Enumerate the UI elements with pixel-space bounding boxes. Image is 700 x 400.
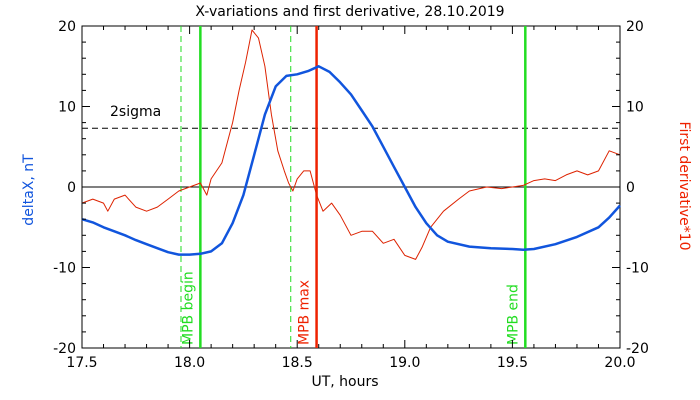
series-deltax bbox=[81, 65, 621, 256]
y-axis-label-left: deltaX, nT bbox=[21, 154, 37, 226]
horizontal-reference-lines: 2sigma bbox=[82, 104, 620, 188]
x-tick-label-1: 18.0 bbox=[174, 355, 205, 371]
y-tick-label-right-0: -20 bbox=[626, 341, 649, 357]
x-tick-label-5: 20.0 bbox=[604, 355, 635, 371]
y-tick-label-left-3: 10 bbox=[58, 100, 76, 116]
mpb-label-1: MPB begin bbox=[180, 271, 196, 345]
series-derivative bbox=[81, 29, 621, 260]
y-tick-label-left-0: -20 bbox=[53, 341, 76, 357]
y-tick-label-right-2: 0 bbox=[626, 180, 635, 196]
mpb-label-3: MPB max bbox=[297, 280, 313, 345]
x-axis-label: UT, hours bbox=[311, 374, 378, 390]
data-series bbox=[81, 29, 621, 260]
y-tick-label-left-1: -10 bbox=[53, 261, 76, 277]
y-tick-label-left-2: 0 bbox=[67, 180, 76, 196]
x-tick-label-3: 19.0 bbox=[389, 355, 420, 371]
y-tick-label-right-1: -10 bbox=[626, 261, 649, 277]
x-tick-label-0: 17.5 bbox=[66, 355, 97, 371]
mpb-marker-lines: MPB begin MPB max MPB end bbox=[180, 26, 527, 348]
chart-title: X-variations and first derivative, 28.10… bbox=[195, 4, 504, 20]
sigma-threshold-label: 2sigma bbox=[110, 104, 161, 120]
y-tick-label-left-4: 20 bbox=[58, 19, 76, 35]
mpb-label-4: MPB end bbox=[505, 284, 521, 345]
axis-ticks: 17.5 18.0 18.5 19.0 19.5 20.0-20-1001020-20-1… bbox=[53, 19, 649, 371]
y-tick-label-right-3: 10 bbox=[626, 100, 644, 116]
x-tick-label-4: 19.5 bbox=[497, 355, 528, 371]
y-tick-label-right-4: 20 bbox=[626, 19, 644, 35]
y-axis-label-right: First derivative*10 bbox=[676, 121, 692, 250]
x-tick-label-2: 18.5 bbox=[282, 355, 313, 371]
